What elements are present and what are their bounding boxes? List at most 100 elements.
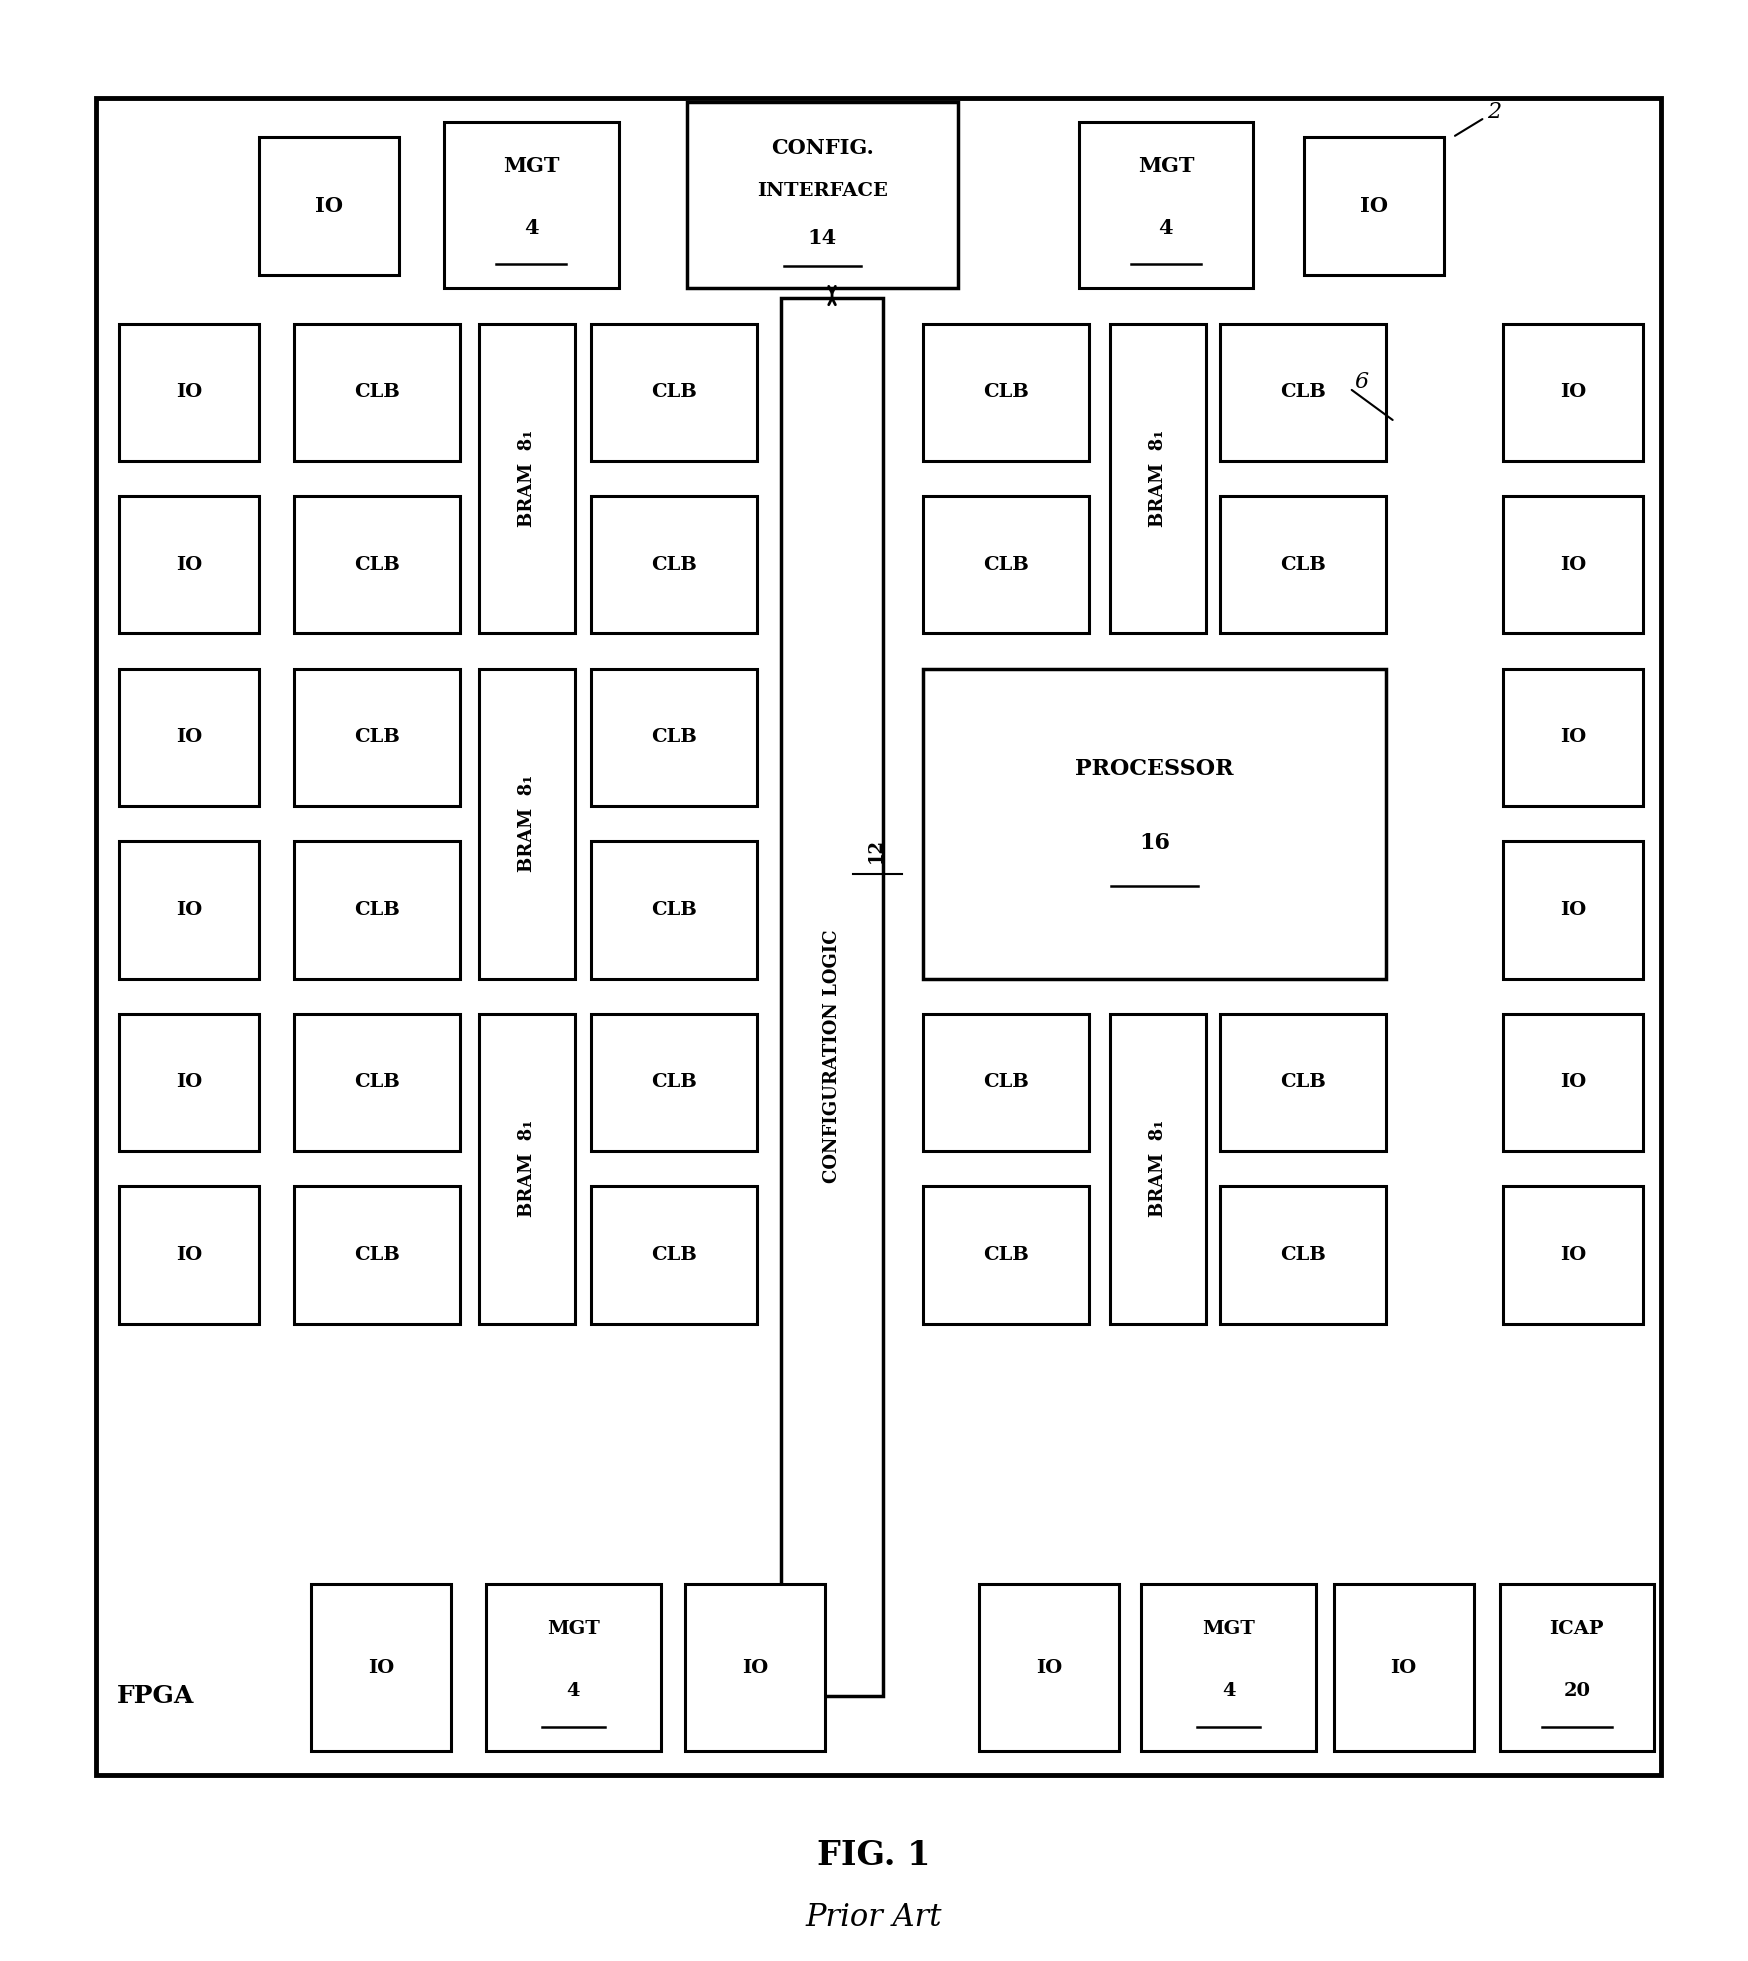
Text: 6: 6 bbox=[1355, 371, 1369, 394]
Text: CLB: CLB bbox=[353, 555, 400, 575]
FancyBboxPatch shape bbox=[294, 496, 460, 633]
FancyBboxPatch shape bbox=[294, 1014, 460, 1151]
FancyBboxPatch shape bbox=[1079, 122, 1253, 288]
Text: FPGA: FPGA bbox=[117, 1684, 194, 1708]
Text: PROCESSOR: PROCESSOR bbox=[1075, 757, 1234, 780]
Text: IO: IO bbox=[175, 555, 203, 575]
Text: IO: IO bbox=[741, 1659, 769, 1677]
FancyBboxPatch shape bbox=[923, 1186, 1089, 1324]
Text: 4: 4 bbox=[566, 1683, 580, 1700]
Text: CLB: CLB bbox=[650, 900, 697, 920]
FancyBboxPatch shape bbox=[687, 102, 958, 288]
Text: 4: 4 bbox=[524, 218, 538, 239]
Text: CLB: CLB bbox=[982, 382, 1030, 402]
Text: CLB: CLB bbox=[1280, 1245, 1327, 1265]
FancyBboxPatch shape bbox=[1141, 1584, 1316, 1751]
FancyBboxPatch shape bbox=[923, 324, 1089, 461]
FancyBboxPatch shape bbox=[1220, 324, 1386, 461]
Text: 4: 4 bbox=[1159, 218, 1173, 239]
Text: IO: IO bbox=[175, 728, 203, 747]
Text: 16: 16 bbox=[1140, 831, 1169, 855]
Text: CLB: CLB bbox=[1280, 382, 1327, 402]
Text: 4: 4 bbox=[1222, 1683, 1236, 1700]
FancyBboxPatch shape bbox=[1503, 496, 1643, 633]
FancyBboxPatch shape bbox=[1220, 1014, 1386, 1151]
FancyBboxPatch shape bbox=[781, 298, 883, 1696]
FancyBboxPatch shape bbox=[119, 1014, 259, 1151]
Text: IO: IO bbox=[315, 196, 343, 216]
FancyBboxPatch shape bbox=[479, 324, 575, 633]
Text: CLB: CLB bbox=[1280, 555, 1327, 575]
FancyBboxPatch shape bbox=[1110, 324, 1206, 633]
FancyBboxPatch shape bbox=[259, 137, 399, 275]
Text: CLB: CLB bbox=[353, 900, 400, 920]
Text: CONFIGURATION LOGIC: CONFIGURATION LOGIC bbox=[823, 930, 841, 1182]
FancyBboxPatch shape bbox=[1220, 496, 1386, 633]
FancyBboxPatch shape bbox=[591, 324, 757, 461]
Text: MGT: MGT bbox=[503, 155, 559, 176]
Text: IO: IO bbox=[1360, 196, 1388, 216]
Text: IO: IO bbox=[175, 900, 203, 920]
FancyBboxPatch shape bbox=[119, 1186, 259, 1324]
Text: CLB: CLB bbox=[650, 382, 697, 402]
Text: 20: 20 bbox=[1563, 1683, 1591, 1700]
Text: IO: IO bbox=[1559, 728, 1587, 747]
FancyBboxPatch shape bbox=[1503, 324, 1643, 461]
Text: IO: IO bbox=[175, 382, 203, 402]
FancyBboxPatch shape bbox=[591, 841, 757, 979]
Text: IO: IO bbox=[1035, 1659, 1063, 1677]
Text: IO: IO bbox=[175, 1073, 203, 1092]
Text: IO: IO bbox=[1559, 555, 1587, 575]
FancyBboxPatch shape bbox=[1110, 1014, 1206, 1324]
FancyBboxPatch shape bbox=[923, 496, 1089, 633]
Text: BRAM  8₁: BRAM 8₁ bbox=[1148, 429, 1168, 528]
FancyBboxPatch shape bbox=[444, 122, 619, 288]
FancyBboxPatch shape bbox=[479, 1014, 575, 1324]
FancyBboxPatch shape bbox=[1500, 1584, 1654, 1751]
Text: FIG. 1: FIG. 1 bbox=[818, 1839, 930, 1871]
FancyBboxPatch shape bbox=[591, 496, 757, 633]
FancyBboxPatch shape bbox=[591, 1014, 757, 1151]
Text: CLB: CLB bbox=[650, 555, 697, 575]
FancyBboxPatch shape bbox=[1503, 1186, 1643, 1324]
Text: IO: IO bbox=[1559, 382, 1587, 402]
Text: IO: IO bbox=[175, 1245, 203, 1265]
FancyBboxPatch shape bbox=[294, 324, 460, 461]
Text: IO: IO bbox=[1559, 1073, 1587, 1092]
Text: MGT: MGT bbox=[1138, 155, 1194, 176]
FancyBboxPatch shape bbox=[294, 841, 460, 979]
Text: MGT: MGT bbox=[547, 1620, 600, 1637]
Text: IO: IO bbox=[1559, 1245, 1587, 1265]
Text: BRAM  8₁: BRAM 8₁ bbox=[1148, 1120, 1168, 1218]
FancyBboxPatch shape bbox=[311, 1584, 451, 1751]
FancyBboxPatch shape bbox=[591, 1186, 757, 1324]
Text: BRAM  8₁: BRAM 8₁ bbox=[517, 1120, 537, 1218]
Text: 12: 12 bbox=[867, 837, 884, 863]
FancyBboxPatch shape bbox=[1503, 1014, 1643, 1151]
Text: IO: IO bbox=[1559, 900, 1587, 920]
FancyBboxPatch shape bbox=[294, 669, 460, 806]
Text: MGT: MGT bbox=[1203, 1620, 1255, 1637]
FancyBboxPatch shape bbox=[1503, 841, 1643, 979]
Text: CLB: CLB bbox=[1280, 1073, 1327, 1092]
Text: CLB: CLB bbox=[982, 555, 1030, 575]
FancyBboxPatch shape bbox=[1220, 1186, 1386, 1324]
Text: CLB: CLB bbox=[650, 1245, 697, 1265]
Text: Prior Art: Prior Art bbox=[806, 1902, 942, 1934]
FancyBboxPatch shape bbox=[923, 1014, 1089, 1151]
FancyBboxPatch shape bbox=[119, 841, 259, 979]
Text: CLB: CLB bbox=[982, 1245, 1030, 1265]
FancyBboxPatch shape bbox=[486, 1584, 661, 1751]
Text: 2: 2 bbox=[1454, 100, 1502, 135]
FancyBboxPatch shape bbox=[1304, 137, 1444, 275]
Text: CLB: CLB bbox=[353, 1245, 400, 1265]
Text: CLB: CLB bbox=[982, 1073, 1030, 1092]
Text: CONFIG.: CONFIG. bbox=[771, 137, 874, 159]
Text: BRAM  8₁: BRAM 8₁ bbox=[517, 429, 537, 528]
Text: BRAM  8₁: BRAM 8₁ bbox=[517, 775, 537, 873]
FancyBboxPatch shape bbox=[294, 1186, 460, 1324]
Text: 14: 14 bbox=[808, 227, 837, 249]
FancyBboxPatch shape bbox=[1334, 1584, 1474, 1751]
Text: CLB: CLB bbox=[650, 728, 697, 747]
FancyBboxPatch shape bbox=[591, 669, 757, 806]
